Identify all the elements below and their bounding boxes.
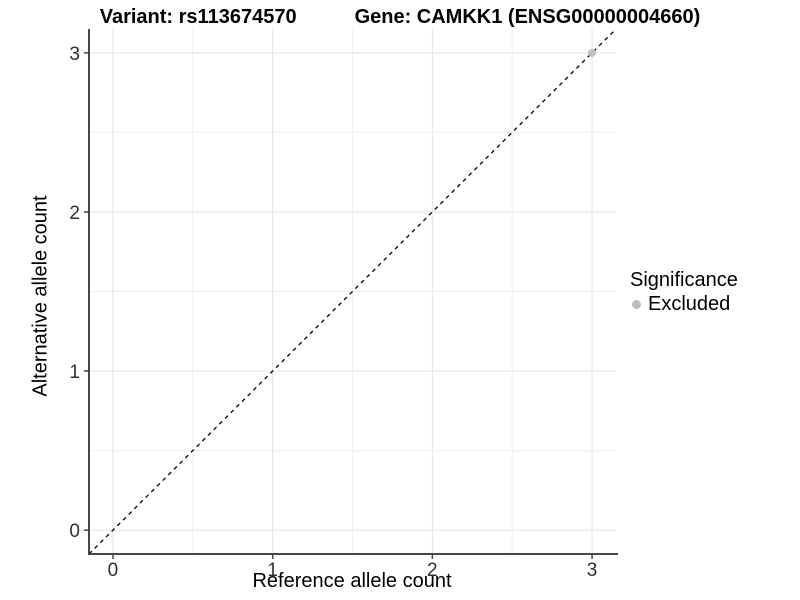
- y-tick-label-0: 0: [69, 521, 80, 542]
- legend: Significance Excluded: [630, 268, 738, 316]
- y-axis-title: Alternative allele count: [29, 195, 52, 397]
- legend-entry-label: Excluded: [648, 293, 731, 315]
- x-tick-label-0: 0: [108, 560, 119, 581]
- plot-title-row: Variant: rs113674570 Gene: CAMKK1 (ENSG0…: [0, 6, 800, 29]
- identity-dashed-line: [88, 28, 617, 555]
- y-tick-label-3: 3: [69, 44, 80, 65]
- legend-entry-excluded: Excluded: [630, 292, 738, 316]
- x-axis-title: Reference allele count: [252, 570, 452, 592]
- legend-title: Significance: [630, 269, 738, 291]
- y-tick-label-2: 2: [69, 203, 80, 224]
- data-point-excluded-0: [588, 48, 597, 57]
- x-tick-label-2: 2: [427, 560, 438, 581]
- legend-point-marker-icon: [632, 299, 641, 309]
- x-tick-label-1: 1: [267, 560, 278, 581]
- y-tick-label-1: 1: [69, 362, 80, 383]
- variant-title: Variant: rs113674570: [99, 6, 297, 28]
- gene-title: Gene: CAMKK1 (ENSG00000004660): [354, 6, 701, 28]
- x-tick-label-3: 3: [587, 560, 598, 581]
- legend-entries: Excluded: [630, 292, 738, 316]
